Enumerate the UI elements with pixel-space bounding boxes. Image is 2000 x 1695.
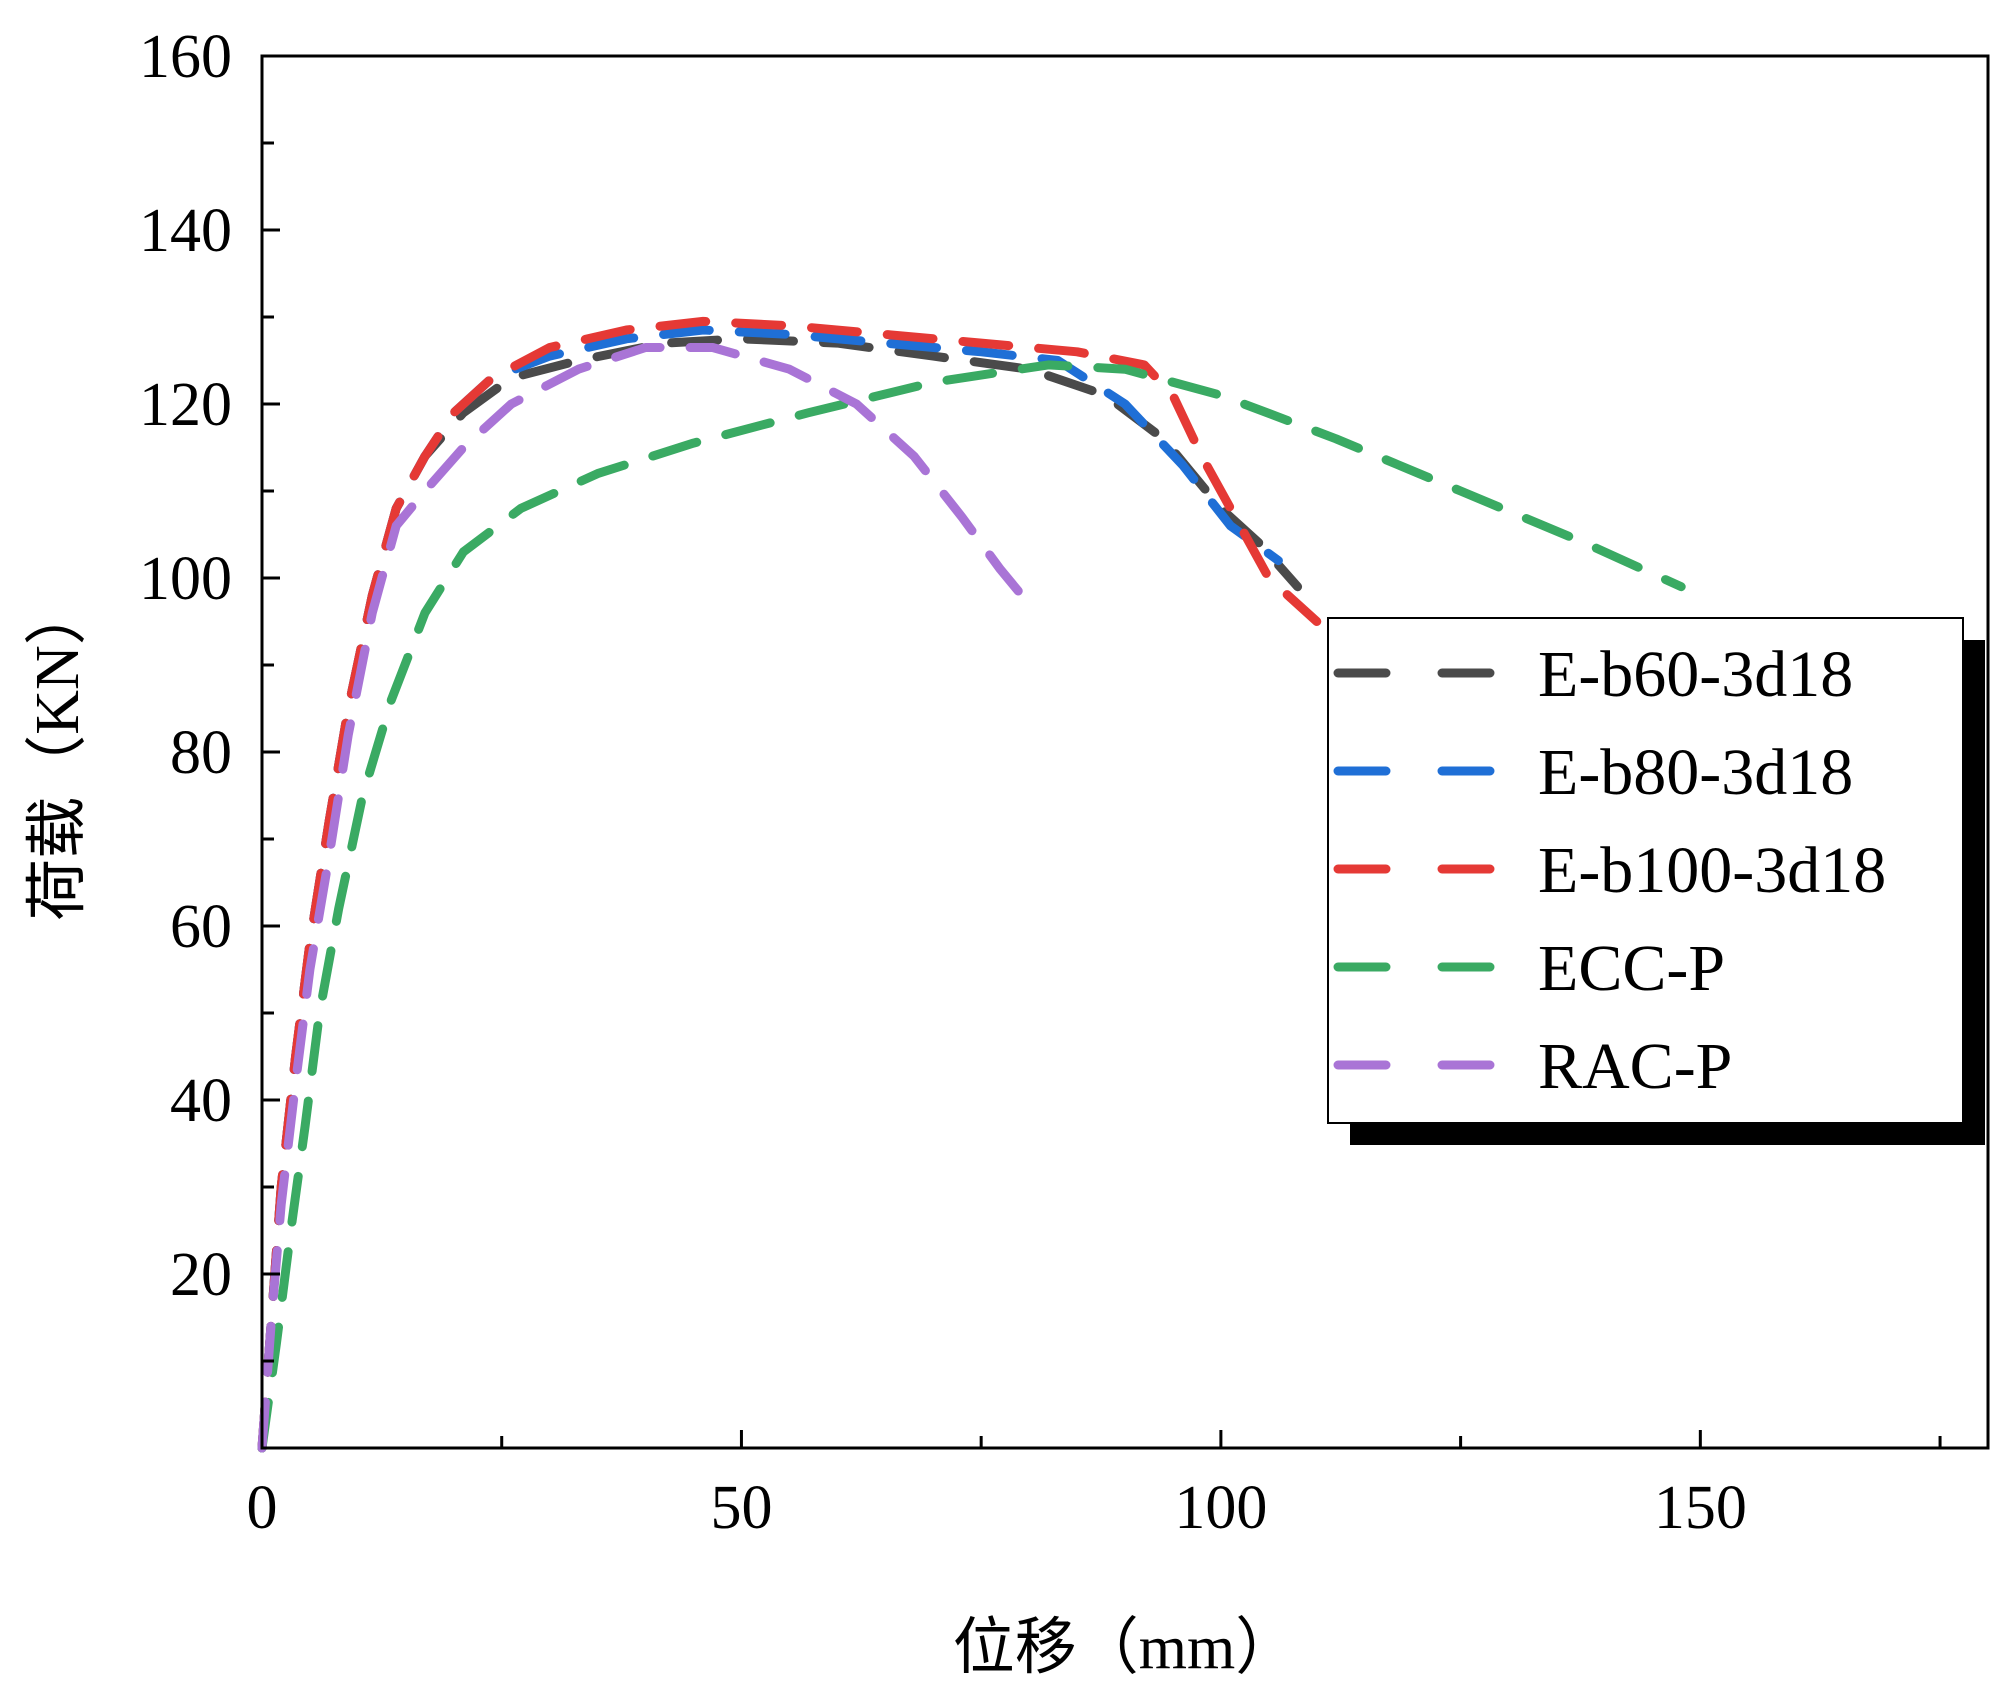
series-line-1: [257, 334, 1303, 1453]
x-axis-title: 位移（mm）: [953, 1614, 1297, 1682]
x-tick-label: 100: [1174, 1474, 1267, 1542]
series-layer: [257, 316, 1686, 1453]
legend-label-5: RAC-P: [1538, 1030, 1732, 1103]
y-tick-label: 80: [170, 719, 232, 787]
series-line-3: [257, 316, 1322, 1453]
y-tick-label: 140: [139, 197, 232, 265]
legend-label-4: ECC-P: [1538, 932, 1725, 1005]
y-tick-label: 160: [139, 23, 232, 91]
x-tick-label: 0: [247, 1474, 278, 1542]
y-tick-label: 60: [170, 893, 232, 961]
x-tick-label: 150: [1654, 1474, 1747, 1542]
legend-label-3: E-b100-3d18: [1538, 834, 1886, 907]
y-tick-label: 100: [139, 545, 232, 613]
series-line-2: [257, 325, 1283, 1453]
legend-items: E-b60-3d18 E-b80-3d18 E-b100-3d18 ECC-P RAC-…: [1333, 638, 1886, 1103]
series-line-5: [257, 343, 1034, 1453]
y-axis-title: 荷载（KN）: [24, 583, 92, 921]
y-tick-label: 20: [170, 1241, 232, 1309]
x-tick-label: 50: [710, 1474, 772, 1542]
legend: E-b60-3d18 E-b80-3d18 E-b100-3d18 ECC-P RAC-…: [1327, 617, 1985, 1145]
series-line-4: [257, 360, 1686, 1453]
legend-label-2: E-b80-3d18: [1538, 736, 1853, 809]
legend-box: [1327, 617, 1964, 1124]
y-tick-label: 40: [170, 1067, 232, 1135]
axis-layer: 0 50 100 150 20 40 60 80 100 120 140 160: [139, 23, 1942, 1542]
y-tick-label: 120: [139, 371, 232, 439]
legend-label-1: E-b60-3d18: [1538, 638, 1853, 711]
